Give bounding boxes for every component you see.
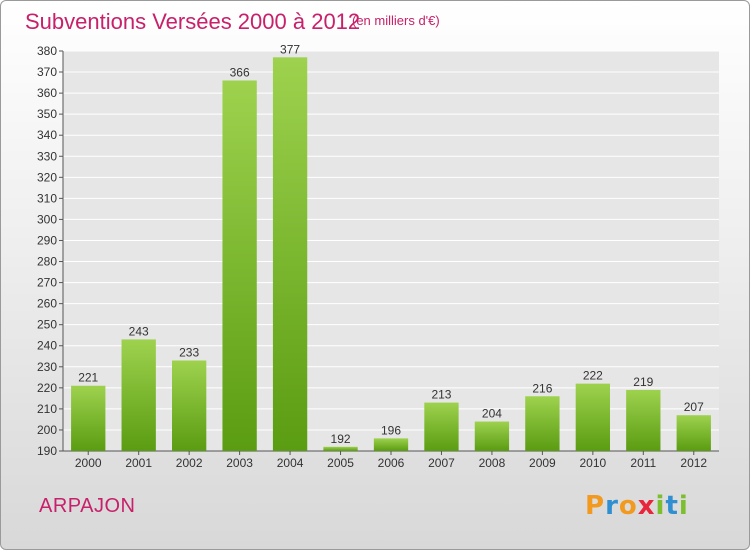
- chart-title: Subventions Versées 2000 à 2012: [25, 9, 361, 34]
- logo-letter: P: [585, 491, 606, 521]
- x-tick-label: 2005: [327, 456, 354, 470]
- y-tick-label: 220: [37, 381, 57, 395]
- bar: [626, 389, 661, 451]
- bar-value-label: 366: [230, 65, 250, 79]
- x-tick-label: 2011: [630, 456, 656, 470]
- bar: [474, 421, 510, 451]
- x-tick-label: 2012: [680, 456, 707, 470]
- bar: [575, 383, 611, 451]
- y-tick-label: 240: [37, 339, 57, 353]
- bar: [222, 80, 257, 451]
- y-tick-label: 330: [37, 149, 57, 163]
- bar: [676, 415, 711, 451]
- bar: [373, 438, 409, 451]
- y-tick-label: 350: [37, 107, 57, 121]
- logo-letter: x: [637, 491, 656, 521]
- logo-letter: r: [605, 491, 619, 521]
- bar-value-label: 216: [532, 381, 552, 395]
- logo-letter: o: [618, 491, 638, 521]
- bar-value-label: 192: [331, 432, 351, 446]
- bar-value-label: 221: [78, 371, 98, 385]
- x-tick-label: 2003: [226, 456, 253, 470]
- y-tick-label: 190: [37, 444, 57, 458]
- bar-value-label: 219: [633, 375, 653, 389]
- y-tick-label: 370: [37, 65, 57, 79]
- x-tick-label: 2008: [479, 456, 506, 470]
- logo-letter: t: [665, 491, 679, 521]
- x-tick-label: 2002: [176, 456, 203, 470]
- bar-value-label: 196: [381, 423, 401, 437]
- y-tick-label: 210: [37, 402, 57, 416]
- logo-letter: i: [678, 491, 689, 521]
- y-tick-label: 260: [37, 297, 57, 311]
- y-tick-label: 320: [37, 170, 57, 184]
- bar: [121, 339, 156, 451]
- bar: [171, 360, 207, 451]
- bar-value-label: 243: [129, 324, 149, 338]
- town-name: ARPAJON: [39, 495, 136, 517]
- y-tick-label: 380: [37, 44, 57, 58]
- bar: [272, 57, 308, 451]
- bar-value-label: 207: [684, 400, 704, 414]
- x-tick-label: 2001: [125, 456, 152, 470]
- y-tick-label: 280: [37, 255, 57, 269]
- y-tick-label: 230: [37, 360, 57, 374]
- plot-area: [63, 51, 719, 451]
- bar: [424, 402, 459, 451]
- y-tick-label: 340: [37, 128, 57, 142]
- y-tick-label: 250: [37, 318, 57, 332]
- bar-value-label: 233: [179, 345, 199, 359]
- x-tick-label: 2010: [579, 456, 606, 470]
- bar: [323, 446, 358, 451]
- y-tick-label: 300: [37, 212, 57, 226]
- logo-letter: i: [655, 491, 666, 521]
- x-tick-label: 2007: [428, 456, 455, 470]
- proxiti-logo[interactable]: Proxiti: [585, 491, 689, 521]
- y-tick-label: 270: [37, 276, 57, 290]
- bar-value-label: 204: [482, 407, 502, 421]
- x-tick-label: 2009: [529, 456, 556, 470]
- bar-value-label: 213: [431, 388, 451, 402]
- x-tick-label: 2000: [75, 456, 102, 470]
- y-tick-label: 310: [37, 191, 57, 205]
- y-tick-label: 200: [37, 423, 57, 437]
- y-tick-label: 290: [37, 233, 57, 247]
- y-tick-label: 360: [37, 86, 57, 100]
- bar: [71, 385, 106, 451]
- bar-value-label: 377: [280, 42, 300, 56]
- chart-subtitle: (en milliers d'€): [352, 13, 440, 28]
- x-tick-label: 2006: [378, 456, 405, 470]
- bar: [525, 396, 560, 451]
- x-tick-label: 2004: [277, 456, 304, 470]
- bar-value-label: 222: [583, 369, 603, 383]
